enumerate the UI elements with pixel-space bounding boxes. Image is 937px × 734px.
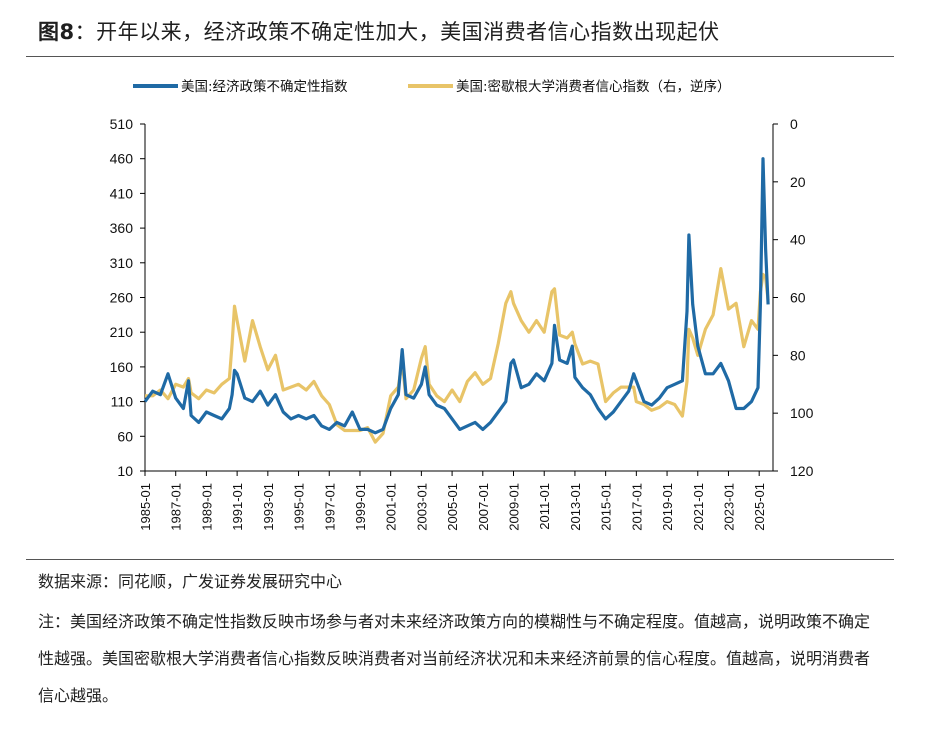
- left-tick-label: 310: [110, 255, 134, 271]
- x-tick-label: 1993-01: [261, 483, 276, 531]
- x-tick-label: 1987-01: [169, 483, 184, 531]
- top-rule: [26, 56, 894, 57]
- right-tick-label: 40: [790, 232, 806, 248]
- right-tick-label: 60: [790, 290, 806, 306]
- x-tick-label: 1991-01: [230, 483, 245, 531]
- epu-index-line: [143, 157, 770, 435]
- legend-label-epu: 美国:经济政策不确定性指数: [181, 78, 348, 95]
- x-tick-label: 2007-01: [476, 483, 491, 531]
- consumer-sentiment-line: [145, 267, 770, 444]
- figure-title: 图8：开年以来，经济政策不确定性加大，美国消费者信心指数出现起伏: [38, 16, 720, 46]
- x-tick-label: 1995-01: [292, 483, 307, 531]
- x-tick-label: 1985-01: [138, 483, 153, 531]
- chart-axes: 5104604103603102602101601106010020406080…: [110, 116, 814, 531]
- x-tick-label: 2001-01: [384, 483, 399, 531]
- x-tick-label: 1989-01: [199, 483, 214, 531]
- x-tick-label: 2019-01: [660, 483, 675, 531]
- x-tick-label: 2025-01: [752, 483, 767, 531]
- x-tick-label: 2003-01: [414, 483, 429, 531]
- left-tick-label: 10: [117, 463, 133, 479]
- right-tick-label: 20: [790, 174, 806, 190]
- x-tick-label: 2015-01: [599, 483, 614, 531]
- legend-label-sentiment: 美国:密歇根大学消费者信心指数（右，逆序）: [456, 78, 731, 95]
- x-tick-label: 2011-01: [537, 483, 552, 530]
- x-tick-label: 1997-01: [322, 483, 337, 531]
- x-tick-label: 2009-01: [507, 483, 522, 531]
- figure-label: 图8: [38, 20, 75, 44]
- chart-series: [143, 157, 770, 444]
- source-note: 数据来源：同花顺，广发证券发展研究中心: [38, 572, 343, 591]
- left-tick-label: 360: [110, 220, 134, 236]
- bottom-rule: [26, 559, 894, 560]
- left-tick-label: 510: [110, 116, 134, 132]
- x-tick-label: 2021-01: [691, 483, 706, 531]
- figure-title-colon: ：: [74, 20, 97, 44]
- left-tick-label: 160: [110, 359, 134, 375]
- chart-legend: 美国:经济政策不确定性指数 美国:密歇根大学消费者信心指数（右，逆序）: [133, 78, 731, 95]
- right-tick-label: 100: [790, 405, 814, 421]
- x-tick-label: 2023-01: [721, 483, 736, 531]
- left-tick-label: 60: [117, 428, 133, 444]
- left-tick-label: 260: [110, 290, 134, 306]
- dual-axis-line-chart: 美国:经济政策不确定性指数 美国:密歇根大学消费者信心指数（右，逆序） 510 46…: [110, 78, 814, 531]
- x-tick-label: 2005-01: [445, 483, 460, 531]
- right-tick-label: 80: [790, 347, 806, 363]
- left-tick-label: 110: [111, 394, 134, 410]
- left-tick-label: 460: [110, 151, 134, 167]
- x-tick-label: 2013-01: [568, 483, 583, 531]
- right-tick-label: 120: [790, 463, 814, 479]
- left-tick-label: 410: [110, 185, 134, 201]
- footnote: 注：美国经济政策不确定性指数反映市场参与者对未来经济政策方向的模糊性与不确定程度…: [38, 612, 871, 705]
- left-tick-label: 210: [110, 324, 134, 340]
- x-tick-label: 1999-01: [353, 483, 368, 531]
- x-tick-label: 2017-01: [629, 483, 644, 531]
- right-tick-label: 0: [790, 116, 798, 132]
- figure-title-text: 开年以来，经济政策不确定性加大，美国消费者信心指数出现起伏: [96, 20, 720, 44]
